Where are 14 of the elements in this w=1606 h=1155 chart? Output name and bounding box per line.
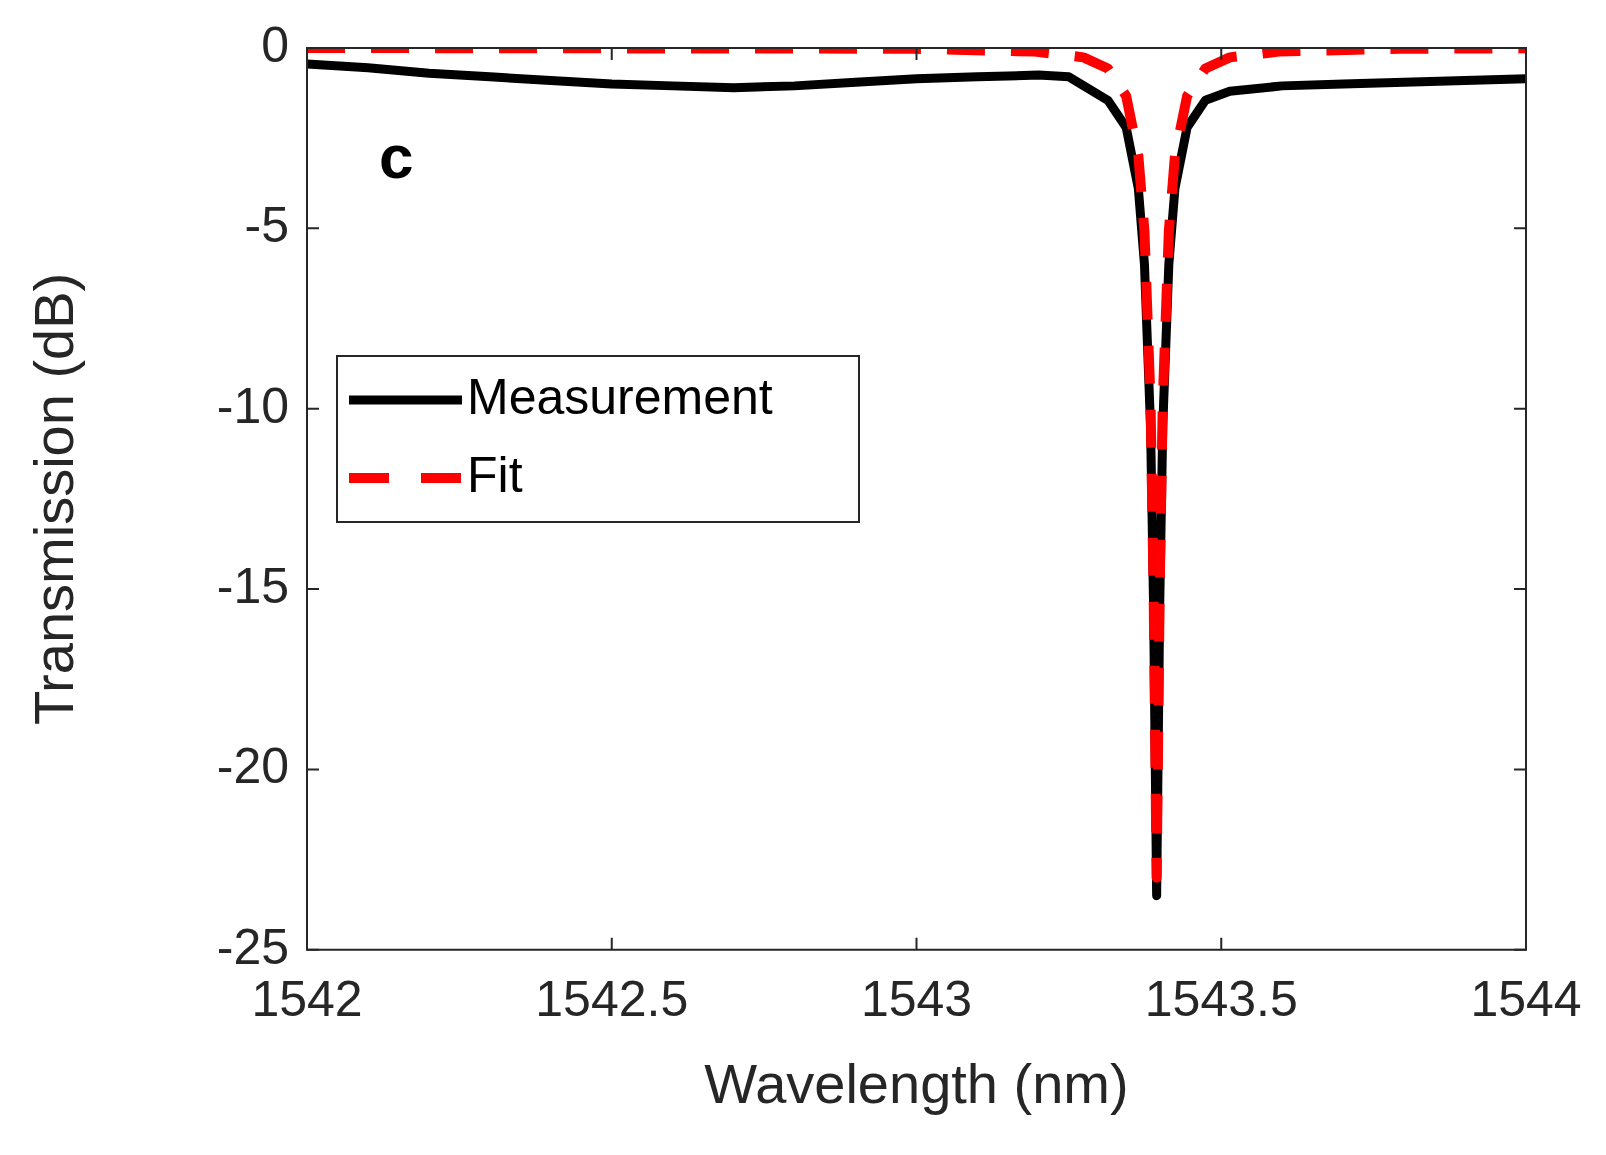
- y-tick-label: -10: [216, 377, 289, 434]
- annotation: c: [379, 122, 414, 191]
- legend-label: Fit: [467, 446, 523, 503]
- y-tick-label: -5: [244, 197, 289, 254]
- y-tick-label: -15: [216, 557, 289, 614]
- x-tick-label: 1544: [1470, 970, 1582, 1027]
- x-axis-title: Wavelength (nm): [704, 1051, 1129, 1115]
- x-tick-label: 1543: [860, 970, 973, 1027]
- y-axis-title: Transmission (dB): [22, 272, 86, 726]
- y-tick-label: 0: [261, 16, 289, 73]
- legend-label: Measurement: [467, 368, 773, 425]
- x-tick-label: 1542.5: [535, 970, 689, 1027]
- x-tick-label: 1543.5: [1144, 970, 1298, 1027]
- y-tick-label: -20: [216, 738, 289, 795]
